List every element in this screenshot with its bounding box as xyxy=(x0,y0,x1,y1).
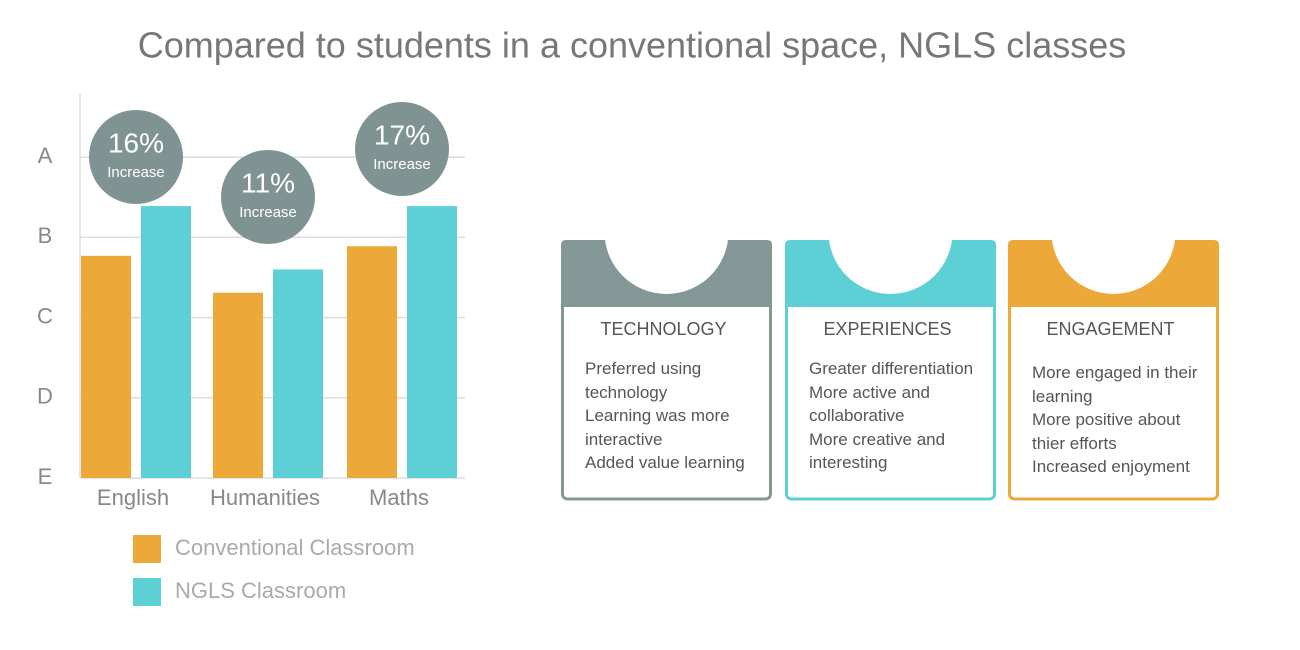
card-item: Preferred using technology xyxy=(585,359,702,402)
annotation-value: 11% xyxy=(241,167,295,198)
x-tick-label: Maths xyxy=(369,485,429,510)
card-title: ENGAGEMENT xyxy=(1046,319,1175,339)
bar xyxy=(81,255,131,478)
bar xyxy=(213,292,263,478)
card-notch xyxy=(828,170,953,294)
card-list: More engaged in their learning More posit… xyxy=(1032,361,1217,479)
legend-swatch xyxy=(133,578,161,606)
annotation-label: Increase xyxy=(239,204,297,221)
card-item: More engaged in their learning xyxy=(1032,363,1198,406)
annotation-circle xyxy=(221,150,315,244)
y-tick-label: C xyxy=(37,303,53,328)
legend-label: NGLS Classroom xyxy=(175,578,346,603)
card-item: More positive about thier efforts xyxy=(1032,410,1181,453)
bar xyxy=(347,246,397,478)
y-tick-label: E xyxy=(38,464,53,489)
bar xyxy=(141,206,191,478)
card-item: More active and collaborative xyxy=(809,382,930,426)
card-item: Increased enjoyment xyxy=(1032,457,1190,476)
card-item: Greater differentiation xyxy=(809,359,974,378)
x-tick-label: English xyxy=(97,485,169,510)
annotation-circle xyxy=(89,110,183,204)
card-title: EXPERIENCES xyxy=(823,319,952,339)
card-title: TECHNOLOGY xyxy=(600,319,727,339)
y-tick-label: B xyxy=(38,223,53,248)
annotation-value: 16% xyxy=(108,127,164,158)
x-tick-label: Humanities xyxy=(210,485,320,510)
legend-swatch xyxy=(133,535,161,563)
bar xyxy=(273,269,323,478)
annotation-circle xyxy=(355,102,449,196)
y-tick-label: A xyxy=(38,143,53,168)
card-notch xyxy=(604,170,729,294)
legend-label: Conventional Classroom xyxy=(175,535,415,560)
chart-title: Compared to students in a conventional s… xyxy=(138,25,1127,66)
card-item: Added value learning xyxy=(585,453,745,472)
card-list: Greater differentiation More active and c… xyxy=(809,357,989,475)
card-notch xyxy=(1051,170,1176,294)
annotation-value: 17% xyxy=(374,119,430,150)
annotation-label: Increase xyxy=(373,156,431,173)
card-item: Learning was more interactive xyxy=(585,406,730,449)
card-list: Preferred using technology Learning was m… xyxy=(585,357,765,475)
bar xyxy=(407,206,457,478)
annotation-label: Increase xyxy=(107,164,165,181)
y-tick-label: D xyxy=(37,384,53,409)
card-item: More creative and interesting xyxy=(809,429,946,473)
